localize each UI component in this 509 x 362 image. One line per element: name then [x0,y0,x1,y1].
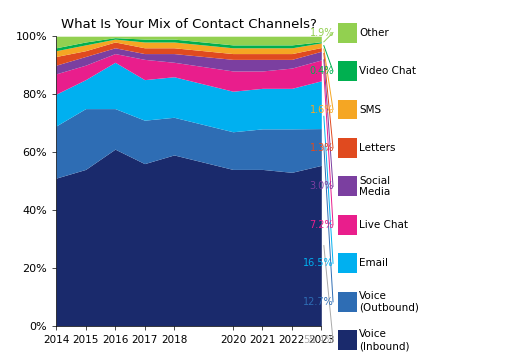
Text: 12.7%: 12.7% [303,297,333,307]
Text: Video Chat: Video Chat [358,66,415,76]
Text: Other: Other [358,28,388,38]
Text: Live Chat: Live Chat [358,220,407,230]
Text: Voice
(Outbound): Voice (Outbound) [358,291,418,313]
Title: What Is Your Mix of Contact Channels?: What Is Your Mix of Contact Channels? [61,18,316,31]
Text: Email: Email [358,258,387,268]
Text: 0.4%: 0.4% [309,66,333,76]
Text: Voice
(Inbound): Voice (Inbound) [358,329,409,351]
Text: 1.6%: 1.6% [309,105,333,114]
Text: 55.4%: 55.4% [303,335,333,345]
Text: SMS: SMS [358,105,380,114]
Text: 7.2%: 7.2% [309,220,333,230]
Text: Social
Media: Social Media [358,176,389,197]
Text: 1.9%: 1.9% [309,28,333,38]
Text: 3.0%: 3.0% [309,181,333,191]
Text: 1.3%: 1.3% [309,143,333,153]
Text: Letters: Letters [358,143,395,153]
Text: 16.5%: 16.5% [303,258,333,268]
